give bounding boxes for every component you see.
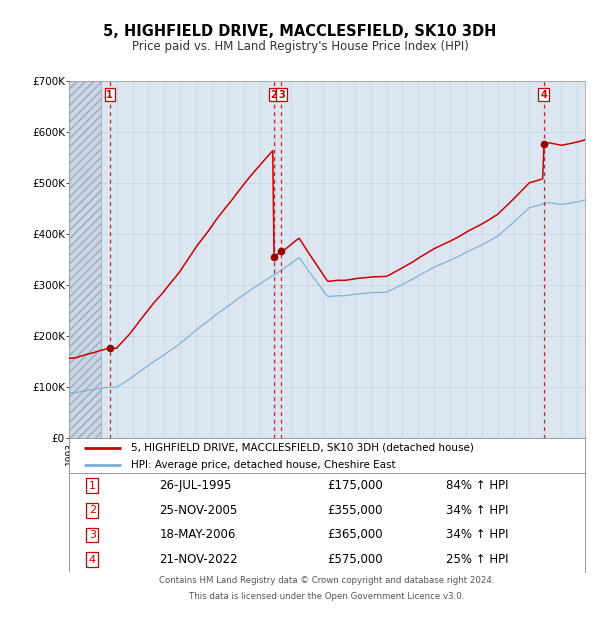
Text: £575,000: £575,000 xyxy=(327,553,383,566)
Text: 25% ↑ HPI: 25% ↑ HPI xyxy=(446,553,508,566)
Text: 18-MAY-2006: 18-MAY-2006 xyxy=(160,528,236,541)
Text: 5, HIGHFIELD DRIVE, MACCLESFIELD, SK10 3DH: 5, HIGHFIELD DRIVE, MACCLESFIELD, SK10 3… xyxy=(103,24,497,38)
Text: 25-NOV-2005: 25-NOV-2005 xyxy=(160,504,238,517)
Text: Price paid vs. HM Land Registry's House Price Index (HPI): Price paid vs. HM Land Registry's House … xyxy=(131,40,469,53)
Text: 3: 3 xyxy=(89,530,96,540)
Text: 5, HIGHFIELD DRIVE, MACCLESFIELD, SK10 3DH (detached house): 5, HIGHFIELD DRIVE, MACCLESFIELD, SK10 3… xyxy=(131,443,474,453)
Text: 4: 4 xyxy=(89,555,96,565)
Text: 2: 2 xyxy=(89,505,96,515)
Text: £355,000: £355,000 xyxy=(327,504,383,517)
Text: 84% ↑ HPI: 84% ↑ HPI xyxy=(446,479,508,492)
Text: 26-JUL-1995: 26-JUL-1995 xyxy=(160,479,232,492)
Text: 1: 1 xyxy=(106,89,113,100)
Text: 34% ↑ HPI: 34% ↑ HPI xyxy=(446,504,508,517)
Text: 4: 4 xyxy=(540,89,547,100)
Text: Contains HM Land Registry data © Crown copyright and database right 2024.: Contains HM Land Registry data © Crown c… xyxy=(159,576,495,585)
Text: HPI: Average price, detached house, Cheshire East: HPI: Average price, detached house, Ches… xyxy=(131,461,395,471)
Text: 21-NOV-2022: 21-NOV-2022 xyxy=(160,553,238,566)
Text: 2: 2 xyxy=(271,89,277,100)
Text: 3: 3 xyxy=(278,89,285,100)
Text: 34% ↑ HPI: 34% ↑ HPI xyxy=(446,528,508,541)
Text: 1: 1 xyxy=(89,480,96,490)
Text: This data is licensed under the Open Government Licence v3.0.: This data is licensed under the Open Gov… xyxy=(190,591,464,601)
Text: £365,000: £365,000 xyxy=(327,528,383,541)
Text: £175,000: £175,000 xyxy=(327,479,383,492)
